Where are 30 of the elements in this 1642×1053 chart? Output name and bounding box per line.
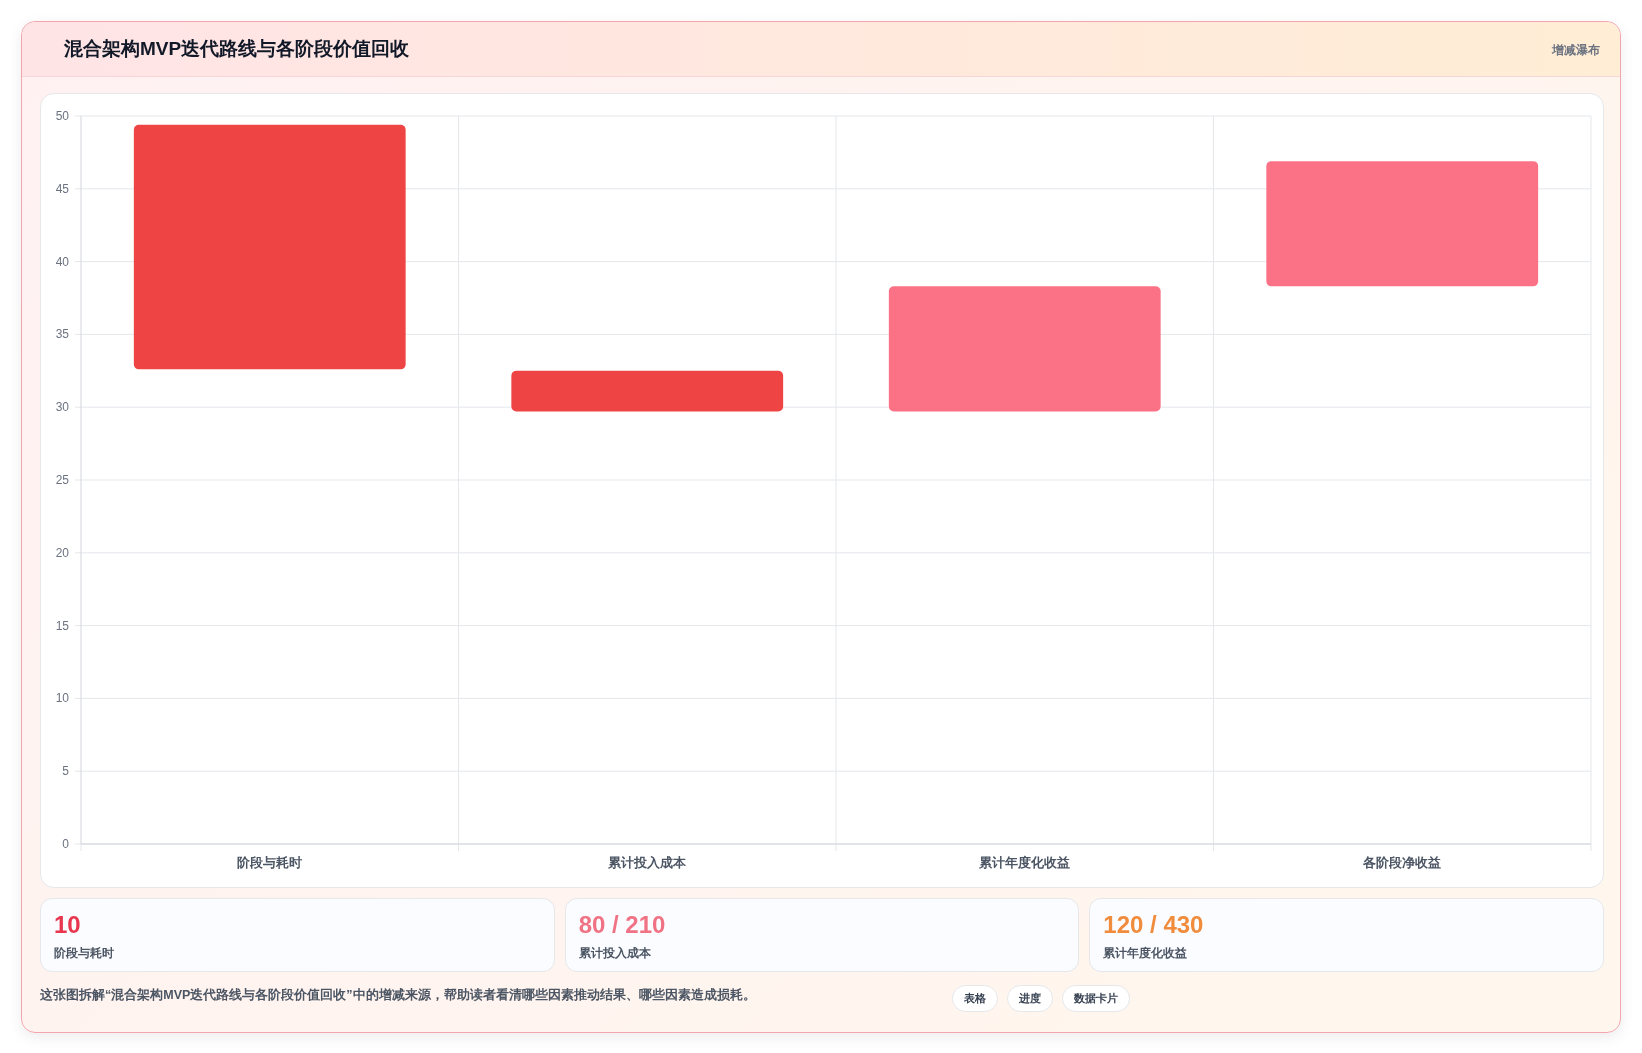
y-tick-label: 45 — [55, 181, 70, 196]
text: 阶段与耗时 — [54, 945, 114, 962]
chart-subtitle: 增减瀑布 — [1552, 42, 1600, 59]
text: 累计年度化收益 — [1103, 945, 1188, 962]
text: 累计投入成本 — [578, 945, 651, 962]
text: 120 / 430 — [1103, 911, 1204, 939]
bar — [1266, 161, 1539, 287]
x-tick-label: 各阶段净收益 — [1362, 855, 1442, 870]
bar — [888, 286, 1161, 412]
x-tick-label: 累计投入成本 — [607, 855, 688, 870]
y-tick-label: 50 — [55, 109, 70, 123]
bar — [511, 370, 784, 412]
x-tick-label: 累计年度化收益 — [978, 855, 1071, 870]
bar — [133, 124, 406, 370]
y-tick-label: 40 — [55, 254, 70, 269]
y-tick-label: 15 — [55, 618, 70, 633]
text: 表格 — [952, 985, 998, 1012]
text: 这张图拆解“混合架构MVP迭代路线与各阶段价值回收”中的增减来源，帮助读者看清哪些因素推动结果、哪些因素造成损耗。 — [40, 987, 756, 1004]
y-tick-label: 30 — [55, 400, 70, 415]
text: 80 / 210 — [578, 911, 666, 939]
x-tick-label: 阶段与耗时 — [237, 855, 303, 870]
chart-title: 混合架构MVP迭代路线与各阶段价值回收 — [64, 37, 410, 61]
text: 数据卡片 — [1062, 985, 1130, 1012]
y-tick-label: 0 — [62, 837, 70, 851]
y-tick-label: 25 — [55, 473, 70, 487]
y-tick-label: 10 — [55, 691, 70, 706]
y-tick-label: 5 — [62, 764, 70, 779]
y-tick-label: 20 — [55, 545, 70, 560]
y-tick-label: 35 — [55, 327, 70, 342]
text: 进度 — [1007, 985, 1053, 1012]
